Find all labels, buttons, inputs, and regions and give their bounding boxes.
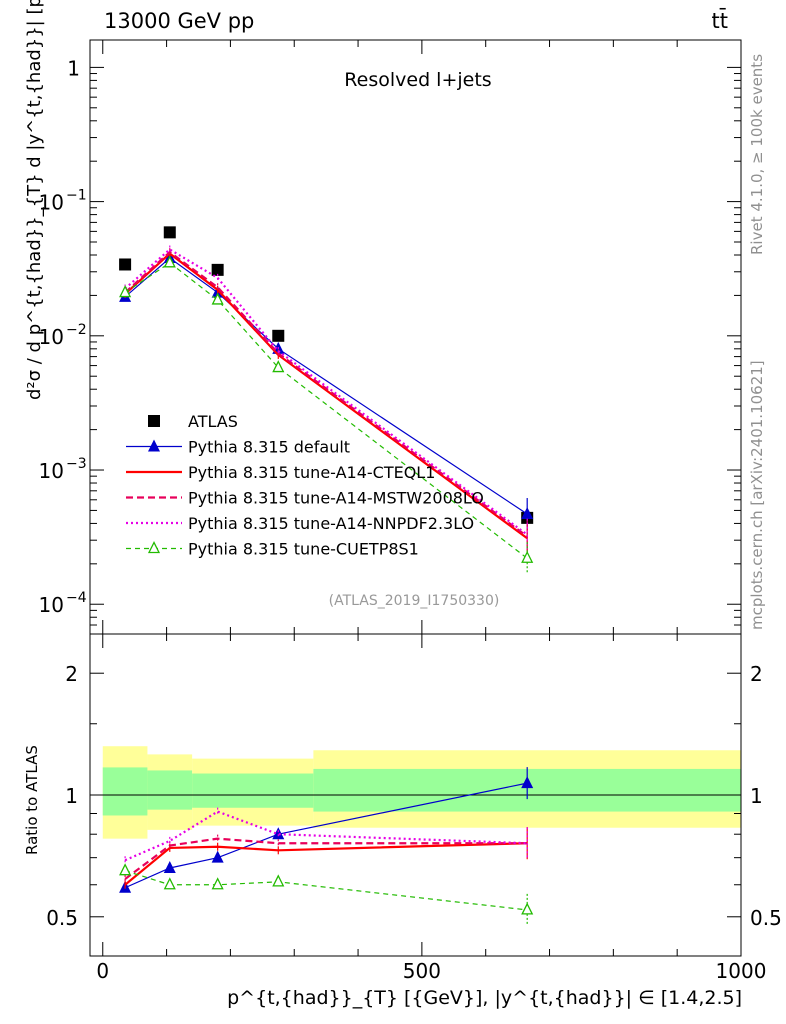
ratio-point-cuetp [211,877,224,890]
rivet-version-label: Rivet 4.1.0, ≥ 100k events [748,54,766,255]
legend-label-mstw: Pythia 8.315 tune-A14-MSTW2008LO [188,489,484,508]
ratio-point-default [211,850,224,863]
panel-title: Resolved l+jets [344,69,491,91]
ratio-y-tick-label: 1 [65,784,78,808]
legend-entry-cuetp: Pythia 8.315 tune-CUETP8S1 [126,540,419,559]
ratio-line-cteq [124,842,528,886]
x-tick-label: 0 [96,959,109,983]
ratio-point-default [272,827,285,840]
mcplots-label: mcplots.cern.ch [arXiv:2401.10621] [748,360,766,630]
main-point-cuetp [119,285,132,298]
main-y-tick-label: 10 [39,191,64,215]
main-panel: 110−110−210−310−4 Resolved l+jets (ATLAS… [24,0,742,635]
main-point-cuetp [211,292,224,305]
legend-entry-cteq: Pythia 8.315 tune-A14-CTEQL1 [126,463,435,482]
main-point-atlas [272,329,285,342]
main-y-tick-label: 10 [39,459,64,483]
main-y-axis-label: d²σ / d p^{t,{had}}_{T} d |y^{t,{had}}| … [24,0,45,400]
uncertainty-band-green [192,773,314,808]
legend-entry-mstw: Pythia 8.315 tune-A14-MSTW2008LO [126,489,484,508]
main-line-mstw [124,250,528,538]
legend-entry-atlas: ATLAS [148,412,238,431]
main-line-cuetp [124,262,528,559]
legend-entry-nnpdf: Pythia 8.315 tune-A14-NNPDF2.3LO [126,514,474,533]
ratio-point-default [163,861,176,874]
ratio-y-axis-label: Ratio to ATLAS [23,745,41,855]
main-y-tick-label: 10 [39,325,64,349]
legend-label-cteq: Pythia 8.315 tune-A14-CTEQL1 [188,463,435,482]
legend-label-cuetp: Pythia 8.315 tune-CUETP8S1 [188,540,419,559]
legend-label-nnpdf: Pythia 8.315 tune-A14-NNPDF2.3LO [188,514,474,533]
uncertainty-band-green [147,770,193,810]
x-tick-label: 500 [403,959,441,983]
ratio-point-default [521,776,534,789]
legend-marker-default [148,439,160,452]
x-tick-label: 1000 [716,959,767,983]
ratio-y-tick-label: 0.5 [46,906,78,930]
ratio-point-cuetp [272,874,285,887]
ratio-panel: 0.5 1 2 0.5 1 2 0 500 1000 Ratio to ATLAS p^{t,{… [23,633,782,1009]
uncertainty-band-green [102,767,148,816]
main-point-cuetp [272,360,285,373]
legend-label-default: Pythia 8.315 default [188,438,350,457]
main-y-tick-exponent: −3 [66,456,87,472]
energy-label: 13000 GeV pp [104,9,254,33]
ratio-point-cuetp [119,863,132,876]
x-axis-label: p^{t,{had}}_{T} [{GeV}], |y^{t,{had}}| ∈… [227,987,742,1009]
ratio-y-right-tick-label: 2 [750,662,763,686]
process-label: tt̄ [712,8,728,33]
main-y-tick-label: 1 [67,56,80,80]
main-y-tick-exponent: −4 [66,590,87,606]
ratio-point-cuetp [521,902,534,915]
main-point-atlas [211,263,224,276]
ratio-y-right-tick-label: 0.5 [750,906,782,930]
main-y-tick-exponent: −1 [66,188,87,204]
main-point-cuetp [163,255,176,268]
main-y-tick-label: 10 [39,593,64,617]
ratio-y-right-tick-label: 1 [750,784,763,808]
ratio-point-cuetp [163,877,176,890]
ratio-y-tick-label: 2 [65,662,78,686]
ratio-line-cuetp [124,870,528,911]
analysis-tag: (ATLAS_2019_I1750330) [329,593,500,609]
main-point-default [521,507,534,520]
main-point-cuetp [521,550,534,563]
legend-marker-atlas [148,415,160,427]
main-y-tick-exponent: −2 [66,322,87,338]
legend-label-atlas: ATLAS [188,412,238,431]
legend-entry-default: Pythia 8.315 default [126,438,350,457]
main-point-atlas [163,226,176,239]
legend-marker-cuetp [147,541,161,554]
main-point-atlas [119,258,132,271]
legend: ATLAS Pythia 8.315 default Pythia 8.315 tu… [126,412,484,559]
